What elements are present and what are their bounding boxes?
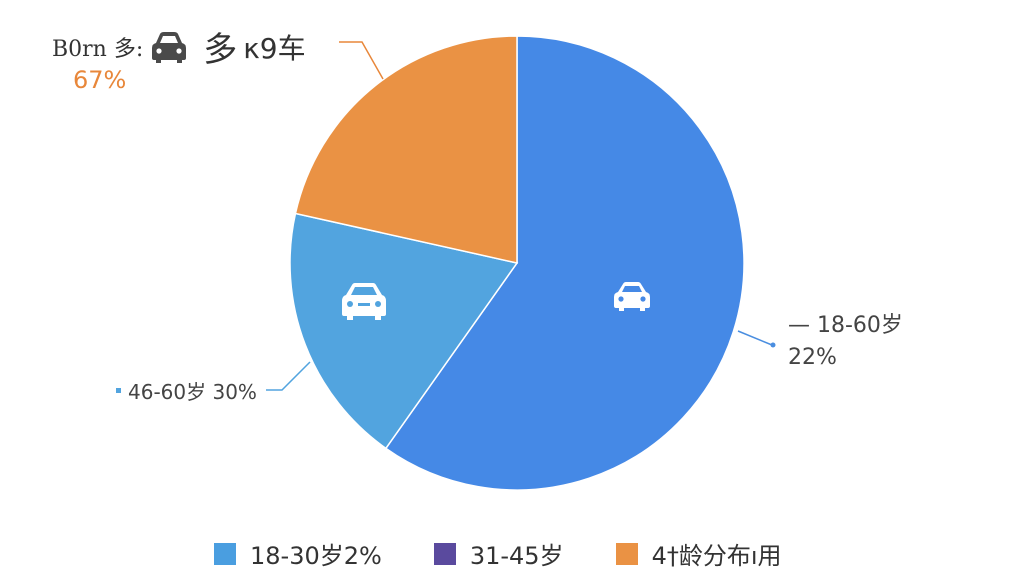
title-main: 多 — [203, 30, 238, 70]
leader-line-orange — [339, 41, 384, 80]
legend-label: 18-30岁2% — [250, 542, 382, 570]
right-callout-label: — 18-60岁 — [788, 313, 903, 338]
pie-slices — [289, 35, 745, 491]
legend-swatch — [433, 542, 456, 565]
leader-line-right — [737, 330, 773, 346]
right-callout: — 18-60岁 22% — [788, 310, 903, 374]
car-icon — [614, 282, 650, 311]
legend-label: 4†龄分布ı用 — [651, 542, 782, 570]
orange-slice-label: 67% — [73, 66, 127, 94]
leader-dot-right — [770, 342, 776, 348]
pie-slice-2 — [294, 35, 518, 264]
car-icon — [342, 283, 386, 320]
legend-item: 4†龄分布ı用 — [615, 536, 782, 571]
legend: 18-30岁2% 31-45岁 4†龄分布ı用 — [214, 536, 834, 571]
chart-title: B0rn 多: 多 κ9车 — [52, 22, 306, 71]
pie-slice-1 — [289, 212, 519, 450]
leader-line-left — [266, 361, 311, 391]
legend-item: 18-30岁2% — [214, 536, 382, 571]
title-suffix: κ9车 — [243, 31, 306, 65]
car-icon — [149, 27, 189, 67]
legend-label: 31-45岁 — [469, 542, 564, 570]
right-callout-value: 22% — [788, 345, 837, 370]
leader-dot-left — [116, 388, 121, 393]
pie-slice-0 — [384, 35, 745, 491]
title-prefix: B0rn 多: — [52, 36, 144, 62]
left-callout: 46-60岁 30% — [128, 380, 257, 404]
legend-item: 31-45岁 — [433, 536, 564, 571]
legend-swatch — [214, 542, 236, 565]
legend-swatch — [615, 542, 638, 565]
